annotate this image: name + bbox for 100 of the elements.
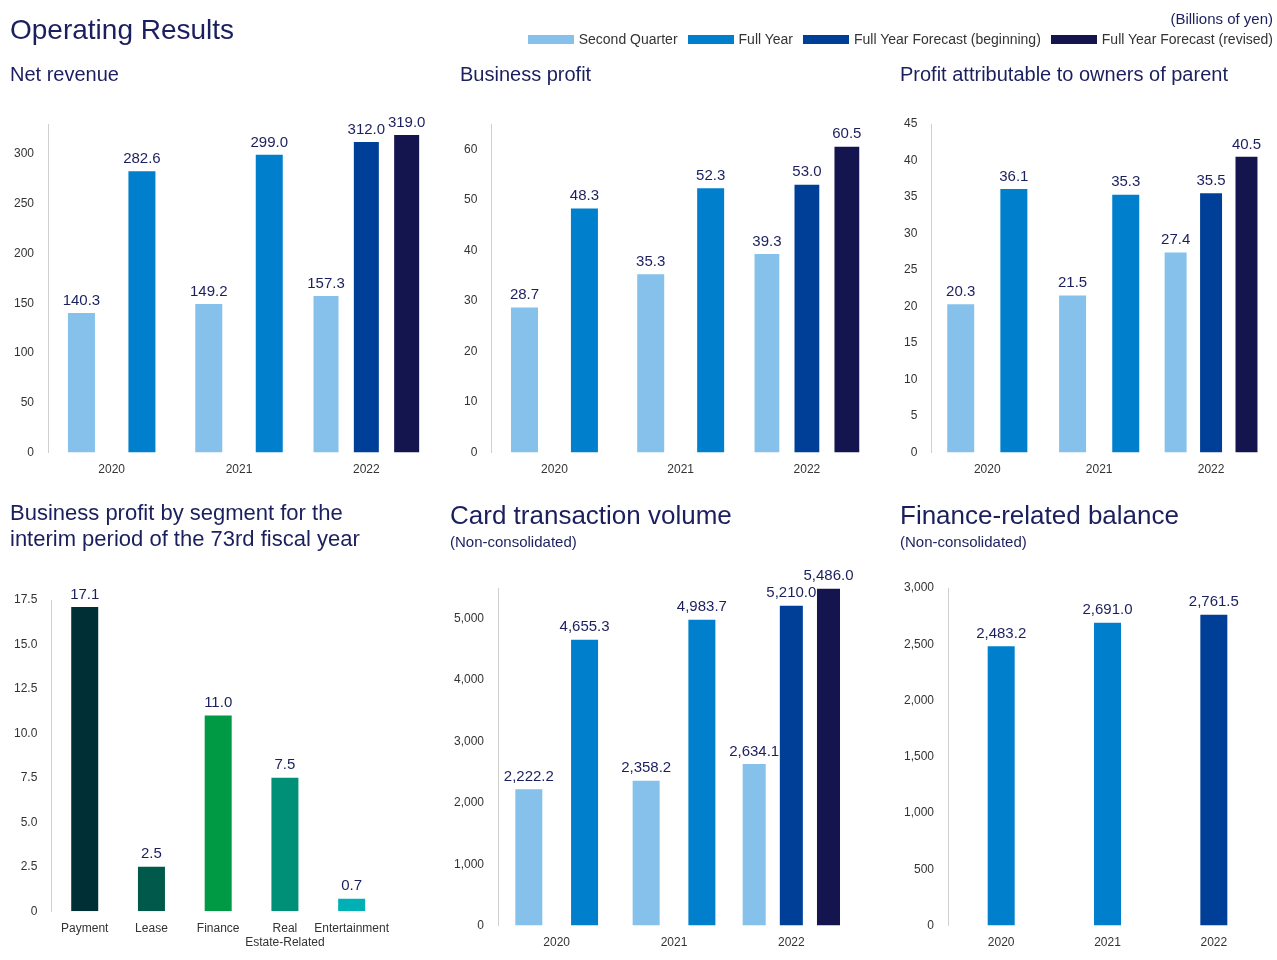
chart-title: Card transaction volume bbox=[450, 500, 733, 532]
y-tick-label: 25 bbox=[903, 262, 918, 277]
y-tick-label: 15.0 bbox=[14, 636, 38, 651]
bar bbox=[688, 619, 716, 926]
bar bbox=[1112, 194, 1140, 453]
y-tick-label: 10 bbox=[903, 371, 918, 386]
chart-title: Finance-related balance bbox=[900, 500, 1180, 532]
x-tick-label: 2022 bbox=[352, 462, 381, 477]
y-tick-label: 2,000 bbox=[904, 692, 935, 707]
data-label: 4,655.3 bbox=[559, 617, 610, 635]
bar bbox=[632, 780, 660, 926]
data-label: 4,983.7 bbox=[676, 597, 727, 615]
y-tick-label: 4,000 bbox=[454, 672, 485, 687]
y-tick-label: 5.0 bbox=[20, 814, 38, 829]
data-label: 40.5 bbox=[1231, 134, 1262, 152]
bar bbox=[128, 171, 156, 453]
x-tick-label: 2021 bbox=[667, 462, 695, 477]
data-label: 39.3 bbox=[752, 231, 782, 249]
bar bbox=[1200, 193, 1223, 453]
y-tick-label: 45 bbox=[903, 116, 918, 131]
text: Operating Results bbox=[10, 14, 235, 46]
x-tick-label: 2021 bbox=[1085, 462, 1113, 477]
bar bbox=[816, 588, 841, 926]
data-label: 140.3 bbox=[62, 290, 101, 308]
data-label: 2,358.2 bbox=[621, 758, 672, 776]
y-tick-label: 10 bbox=[463, 394, 478, 409]
bar bbox=[271, 777, 299, 912]
data-label: 7.5 bbox=[274, 755, 296, 773]
y-tick-label: 20 bbox=[463, 343, 478, 358]
x-tick-label: Finance bbox=[196, 920, 240, 935]
y-tick-label: 7.5 bbox=[20, 770, 38, 785]
data-label: 60.5 bbox=[832, 124, 862, 142]
y-tick-label: 5 bbox=[910, 408, 918, 423]
bar bbox=[571, 639, 599, 926]
data-label: 53.0 bbox=[792, 162, 822, 180]
y-tick-label: 20 bbox=[903, 298, 918, 313]
x-tick-label: 2022 bbox=[1197, 462, 1225, 477]
y-tick-label: 2.5 bbox=[20, 859, 38, 874]
data-label: 2,483.2 bbox=[976, 623, 1027, 641]
data-label: 35.3 bbox=[636, 251, 666, 269]
data-label: 319.0 bbox=[387, 112, 426, 130]
data-label: 5,210.0 bbox=[766, 583, 817, 601]
x-tick-label: 2020 bbox=[973, 462, 1001, 477]
x-tick-label: Lease bbox=[135, 920, 169, 935]
chart-title: Net revenue bbox=[10, 62, 120, 86]
bar bbox=[1000, 188, 1028, 453]
legend-label: Full Year Forecast (revised) bbox=[1101, 31, 1273, 47]
y-tick-label: 5,000 bbox=[454, 611, 485, 625]
data-label: 5,486.0 bbox=[803, 566, 854, 584]
x-tick-label: 2021 bbox=[1094, 935, 1122, 950]
x-tick-label: 2022 bbox=[1200, 935, 1228, 950]
bar bbox=[71, 607, 99, 912]
chart-title: Business profit by segment for the interim period of the 73rd fiscal year bbox=[10, 500, 361, 553]
bar bbox=[338, 898, 366, 912]
x-tick-label: 2020 bbox=[541, 462, 569, 477]
bar bbox=[255, 154, 283, 453]
data-label: 35.3 bbox=[1111, 172, 1141, 190]
y-tick-label: 3,000 bbox=[454, 733, 485, 748]
data-label: 28.7 bbox=[509, 285, 540, 303]
y-tick-label: 100 bbox=[13, 345, 35, 360]
data-label: 35.5 bbox=[1196, 171, 1226, 189]
data-label: 48.3 bbox=[569, 186, 600, 204]
x-tick-label: Payment bbox=[61, 920, 110, 935]
y-tick-label: 30 bbox=[903, 225, 918, 240]
y-tick-label: 40 bbox=[903, 152, 918, 167]
x-tick-label: Entertainment bbox=[314, 920, 390, 935]
data-label: 27.4 bbox=[1161, 230, 1191, 248]
y-tick-label: 12.5 bbox=[14, 681, 38, 696]
data-label: 299.0 bbox=[250, 132, 289, 150]
bar bbox=[137, 866, 165, 912]
y-tick-label: 0 bbox=[910, 444, 918, 459]
y-tick-label: 35 bbox=[903, 189, 918, 204]
y-tick-label: 2,000 bbox=[454, 795, 485, 810]
bar bbox=[195, 304, 223, 453]
data-label: 36.1 bbox=[999, 166, 1029, 184]
data-label: 157.3 bbox=[307, 273, 345, 291]
y-tick-label: 2,500 bbox=[904, 636, 935, 651]
x-tick-label: 2020 bbox=[987, 935, 1015, 950]
y-tick-label: 50 bbox=[463, 192, 478, 207]
bar bbox=[515, 789, 543, 926]
data-label: 52.3 bbox=[696, 165, 726, 183]
data-label: 2,222.2 bbox=[503, 766, 554, 784]
y-tick-label: 60 bbox=[463, 141, 478, 156]
bar bbox=[947, 304, 975, 453]
y-tick-label: 500 bbox=[914, 861, 935, 876]
x-tick-label: 2021 bbox=[225, 462, 253, 477]
bar bbox=[394, 134, 420, 453]
bar bbox=[779, 605, 803, 926]
y-tick-label: 1,500 bbox=[904, 749, 935, 764]
x-tick-label: 2021 bbox=[660, 935, 688, 950]
y-tick-label: 10.0 bbox=[14, 725, 38, 740]
chart-subtitle: (Non-consolidated) bbox=[900, 533, 1028, 551]
x-tick-label: 2022 bbox=[777, 935, 806, 950]
data-label: 2,634.1 bbox=[729, 741, 780, 759]
y-tick-label: 40 bbox=[463, 242, 478, 257]
data-label: 282.6 bbox=[123, 148, 161, 166]
data-label: 21.5 bbox=[1058, 273, 1088, 291]
y-tick-label: 3,000 bbox=[904, 580, 935, 595]
data-label: 2,691.0 bbox=[1082, 600, 1133, 618]
text: (Billions of yen) bbox=[1170, 10, 1273, 27]
